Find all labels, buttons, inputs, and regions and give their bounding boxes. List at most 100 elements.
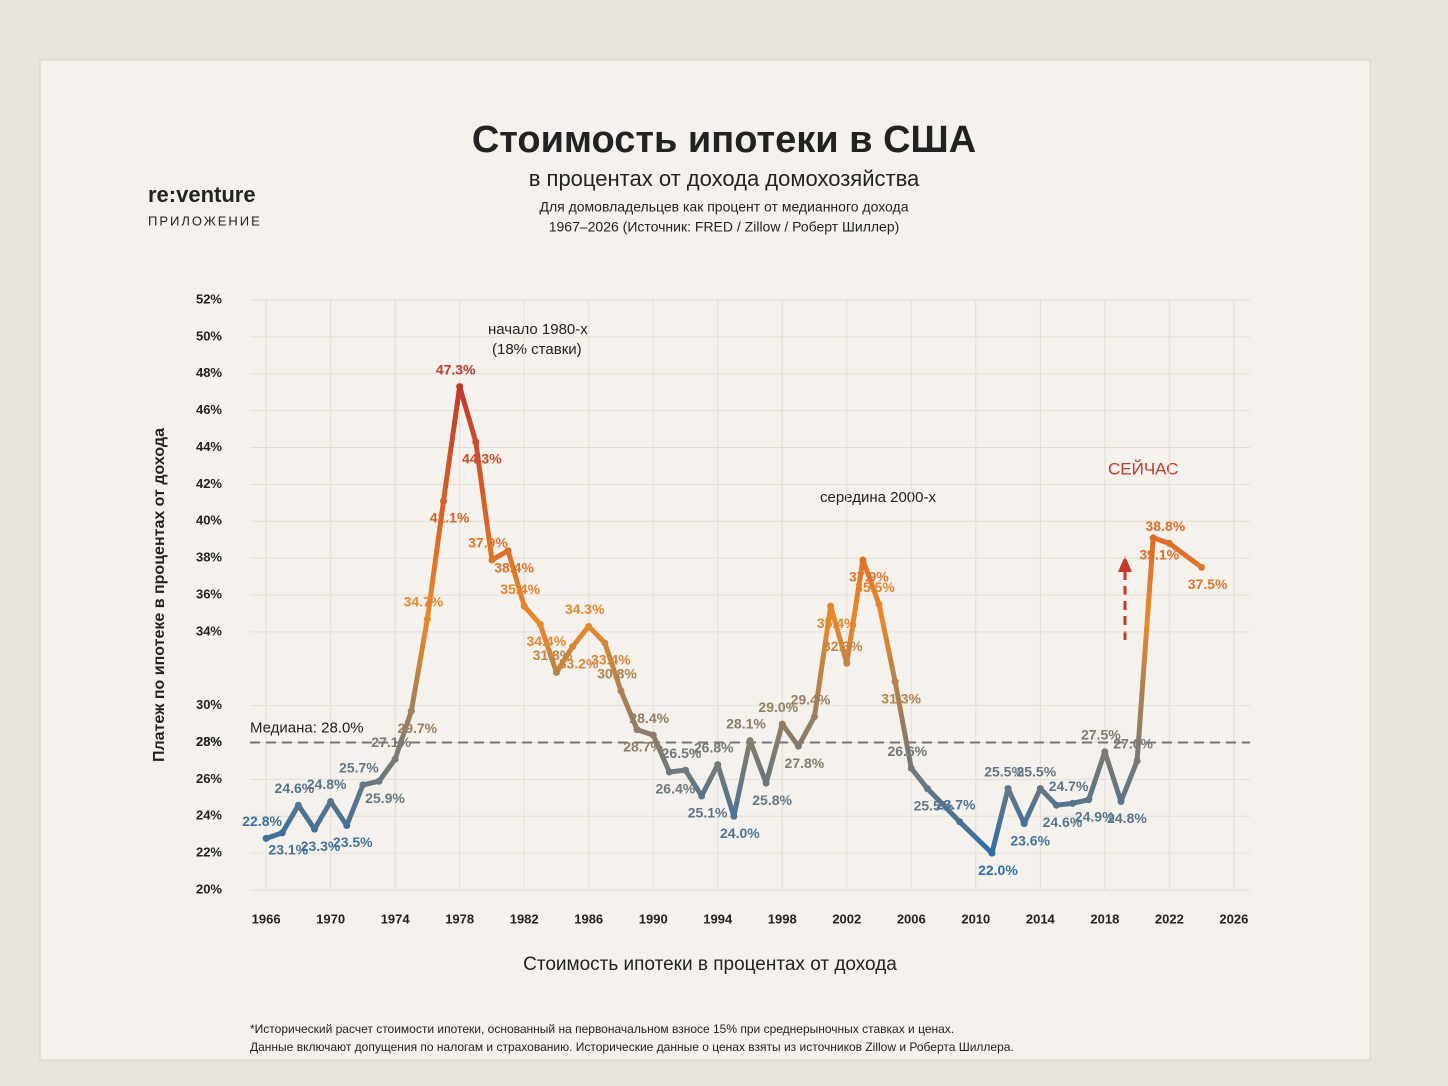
data-point	[956, 818, 964, 826]
data-point	[294, 801, 302, 809]
median-label: Медиана: 28.0%	[250, 719, 364, 736]
data-point	[1198, 563, 1206, 571]
footnote: *Исторический расчет стоимости ипотеки, …	[250, 1022, 954, 1036]
data-point	[1117, 798, 1125, 805]
data-point	[1036, 785, 1044, 793]
brand-name: re:venture	[148, 182, 256, 207]
data-label: 23.5%	[333, 834, 373, 850]
data-label: 47.3%	[436, 361, 476, 377]
x-tick-label: 2010	[961, 911, 990, 926]
data-label: 22.8%	[242, 813, 282, 829]
data-label: 35.4%	[500, 581, 540, 597]
x-tick-label: 2006	[897, 911, 926, 926]
data-point	[843, 659, 851, 667]
paper	[39, 59, 1371, 1061]
y-tick-label: 28%	[196, 734, 222, 749]
data-label: 24.7%	[1049, 778, 1089, 794]
x-tick-label: 1998	[768, 911, 797, 926]
data-label: 37.5%	[1188, 576, 1228, 592]
x-tick-label: 1986	[574, 911, 603, 926]
data-label: 29.0%	[758, 699, 798, 715]
y-tick-label: 40%	[196, 513, 222, 528]
y-tick-label: 38%	[196, 550, 222, 565]
data-point	[407, 707, 415, 715]
chart-title: Стоимость ипотеки в США	[472, 119, 976, 161]
y-axis-label: Платеж по ипотеке в процентах от дохода	[151, 428, 168, 762]
data-label: 23.1%	[268, 842, 308, 858]
data-point	[1085, 796, 1093, 804]
x-tick-label: 1994	[703, 911, 733, 926]
data-point	[472, 438, 480, 446]
data-point	[278, 829, 286, 837]
y-tick-label: 46%	[196, 402, 222, 417]
data-label: 38.8%	[1146, 518, 1186, 534]
data-point	[343, 821, 351, 829]
data-point	[762, 779, 770, 787]
data-point	[1069, 799, 1077, 807]
y-tick-label: 36%	[196, 586, 222, 601]
data-label: 27.5%	[1081, 726, 1121, 742]
x-tick-label: 2002	[832, 911, 861, 926]
data-point	[1101, 748, 1109, 756]
data-label: 27.8%	[785, 755, 825, 771]
data-point	[730, 812, 738, 820]
data-label: 32.3%	[823, 638, 863, 654]
annotation: середина 2000-х	[820, 489, 936, 506]
data-label: 26.6%	[887, 743, 927, 759]
y-tick-label: 48%	[196, 365, 222, 380]
data-point	[698, 792, 706, 800]
data-point	[423, 615, 431, 623]
data-point	[859, 556, 867, 564]
data-label: 25.9%	[365, 790, 405, 806]
arrow-head	[1118, 556, 1132, 572]
data-point	[875, 600, 883, 608]
data-label: 29.7%	[397, 720, 437, 736]
y-tick-label: 20%	[196, 881, 222, 896]
data-label: 27.1%	[371, 734, 411, 750]
data-label: 27.0%	[1113, 736, 1153, 752]
x-tick-label: 1966	[252, 911, 281, 926]
y-tick-label: 30%	[196, 697, 222, 712]
data-label: 24.0%	[720, 825, 760, 841]
data-point	[504, 547, 512, 555]
data-label: 37.9%	[468, 535, 508, 551]
data-label: 34.4%	[526, 633, 566, 649]
data-point	[1149, 534, 1157, 542]
y-tick-label: 26%	[196, 771, 222, 786]
data-point	[552, 668, 560, 676]
data-point	[746, 737, 754, 745]
data-label: 29.4%	[791, 691, 831, 707]
data-label: 38.4%	[494, 559, 534, 575]
data-point	[891, 678, 899, 686]
data-point	[794, 742, 802, 750]
data-label: 26.5%	[662, 745, 702, 761]
data-point	[665, 768, 673, 776]
x-tick-label: 1978	[445, 911, 474, 926]
data-label: 23.3%	[301, 838, 341, 854]
data-point	[327, 798, 335, 805]
data-label: 24.9%	[1075, 808, 1115, 824]
data-point	[649, 731, 657, 739]
x-tick-label: 1970	[316, 911, 345, 926]
data-label: 22.0%	[978, 862, 1018, 878]
data-label: 28.7%	[623, 738, 663, 754]
data-point	[1133, 757, 1141, 765]
x-tick-label: 2026	[1219, 911, 1248, 926]
data-point	[359, 781, 367, 789]
data-label: 31.8%	[533, 647, 573, 663]
x-tick-label: 1974	[381, 911, 411, 926]
data-label: 34.7%	[404, 594, 444, 610]
data-point	[520, 602, 528, 610]
data-label: 23.6%	[1010, 832, 1050, 848]
x-tick-label: 1982	[510, 911, 539, 926]
data-label: 33.2%	[559, 655, 599, 671]
data-point	[633, 726, 641, 734]
x-axis-label: Стоимость ипотеки в процентах от дохода	[523, 954, 897, 975]
data-point	[375, 777, 383, 785]
data-label: 37.9%	[849, 569, 889, 585]
data-label: 35.4%	[817, 615, 857, 631]
y-tick-label: 22%	[196, 845, 222, 860]
data-point	[456, 383, 464, 391]
